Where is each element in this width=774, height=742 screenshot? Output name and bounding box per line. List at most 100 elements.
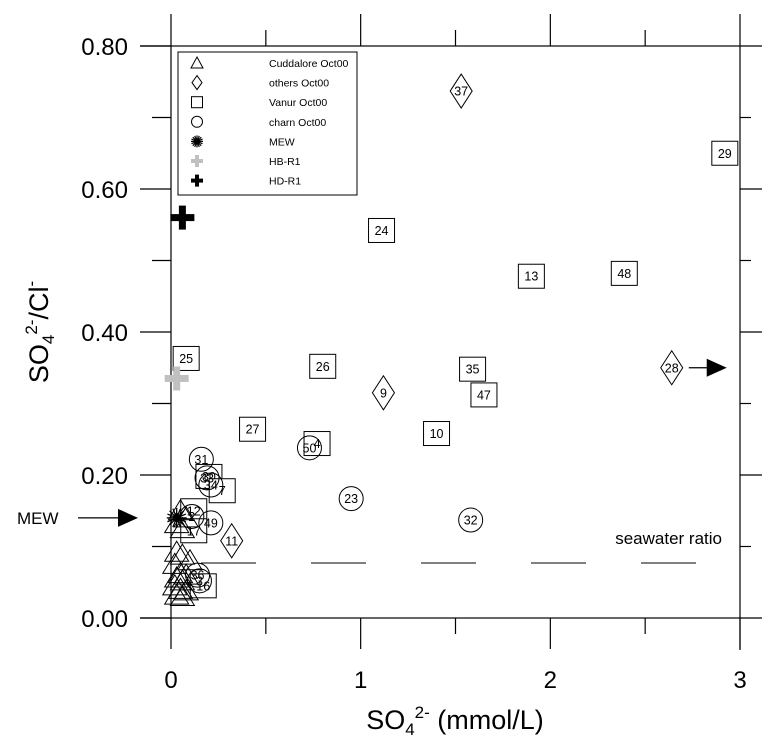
point-label: 26 [316,360,330,374]
triangle-marker [161,573,188,596]
square-marker [470,382,498,408]
triangle-point [177,548,203,571]
legend-square [191,96,203,109]
x-tick-label: 0 [164,667,177,694]
y-tick-label: 0.00 [81,606,128,633]
circle-point [296,435,322,461]
triangle-point [167,561,194,584]
legend-star-core [194,138,200,145]
triangle-point [169,568,196,591]
triangle-point [163,583,190,605]
legend-diamond [191,74,203,91]
triangle-marker [169,543,196,565]
circle-point [194,465,220,491]
circle-marker [296,435,322,461]
legend-plus-v [195,174,199,187]
legend-label: MEW [269,136,295,148]
circle-point [198,472,224,498]
triangle-marker [163,540,190,562]
diamond-point [220,522,244,559]
point-label: 29 [718,147,732,161]
point-label: 31 [194,453,208,467]
star-point [166,507,187,528]
square-point [470,382,498,408]
circle-marker [188,446,214,472]
diamond-point [660,349,684,386]
legend-circle [191,115,203,128]
square-point [517,263,545,289]
point-label: 4 [314,437,321,451]
legend-label: charn Oct00 [269,117,326,129]
x-tick-label: 1 [354,667,367,694]
circle-marker [198,510,224,536]
point-label: 9 [380,386,387,400]
square-marker [172,345,200,371]
point-label: 25 [179,352,193,366]
legend-item: Vanur Oct00 [191,96,327,109]
circle-point [186,568,212,594]
point-label: 48 [617,267,631,281]
plus-point [170,205,195,230]
y-tick-label: 0.60 [81,177,128,204]
legend-plus-v [195,155,199,167]
legend-item: others Oct00 [191,74,329,91]
triangle-marker [163,565,190,588]
square-marker [423,421,451,447]
circle-marker [198,472,224,498]
axis-ticks: 0.000.200.400.600.800 1 2 3 [81,14,762,694]
diamond-point [371,374,396,411]
point-label: 35 [466,363,480,377]
seawater-ratio-line: seawater ratio [171,529,740,564]
circle-point [338,486,364,512]
circle-point [458,507,484,533]
legend-label: HD-R1 [269,176,301,188]
point-label: 10 [430,427,444,441]
triangle-marker [169,568,196,591]
circle-marker [186,568,212,594]
circle-point [198,510,224,536]
point-label: 13 [524,270,538,284]
square-point [172,345,200,371]
legend-item: Cuddalore Oct00 [190,55,349,70]
star-core [172,513,181,522]
legend-item: MEW [191,135,295,148]
point-label: 32 [464,514,478,528]
square-point [610,260,638,286]
square-point [459,356,487,382]
point-label: 28 [665,361,679,375]
circle-marker [458,507,484,533]
triangle-marker [167,561,194,584]
right-arrow-head [706,358,727,377]
square-marker [459,356,487,382]
seawater-ratio-label: seawater ratio [615,529,722,548]
triangle-point [163,540,190,562]
square-point [368,217,396,243]
square-marker [309,353,337,379]
triangle-marker [177,548,203,571]
point-label: 23 [344,492,358,506]
point-label: 7 [219,484,226,498]
y-tick-label: 0.80 [81,34,128,61]
diamond-marker [449,73,473,109]
triangle-marker [163,583,190,605]
axis-titles: SO42- (mmol/L) SO42-/Cl- [22,281,544,739]
annotations: MEW [17,358,727,528]
legend-label: Vanur Oct00 [269,97,327,109]
square-point [423,421,451,447]
square-point [309,353,337,379]
y-axis-title: SO42-/Cl- [22,281,58,383]
triangle-point [161,573,188,596]
square-point [239,416,267,442]
diamond-marker [220,522,244,559]
point-label: 24 [375,224,389,238]
legend-box [177,51,358,196]
point-label: 34 [204,479,218,493]
legend-label: others Oct00 [269,78,329,90]
triangle-point [163,565,190,588]
point-label: 36 [191,569,205,583]
mew-arrow-label: MEW [17,509,59,528]
point-label: 3 [196,574,203,588]
diamond-point [449,73,473,109]
